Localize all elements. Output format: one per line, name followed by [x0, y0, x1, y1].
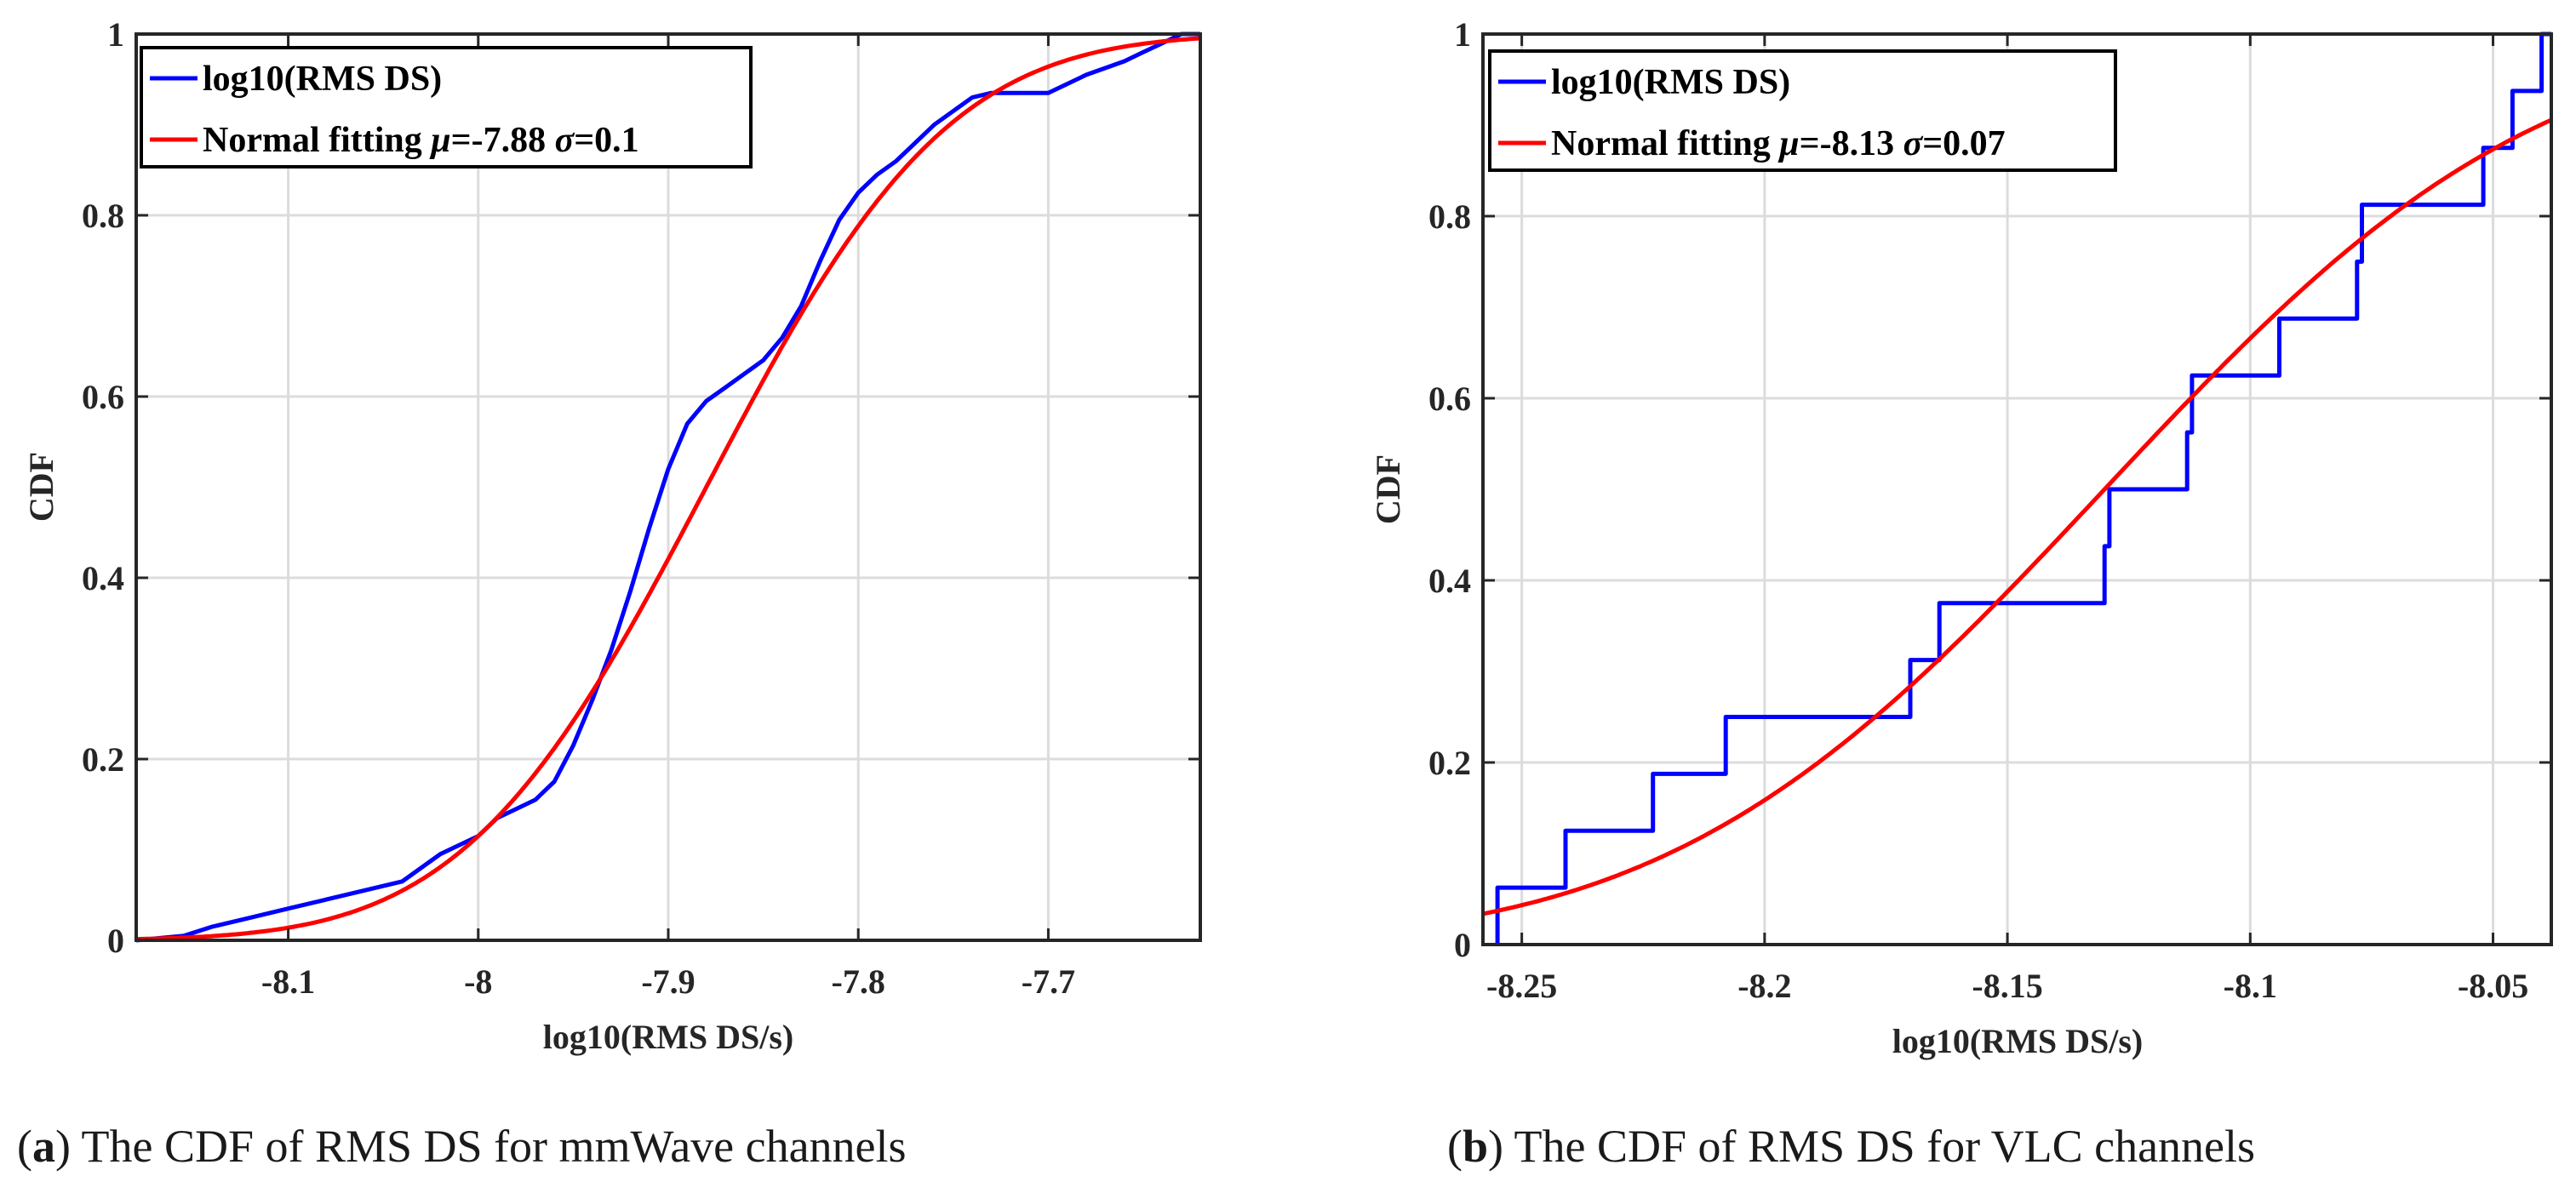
chart-b: -8.25 -8.2 -8.15 -8.1 -8.05 0 0.2 0.4 0.6 0.8 1 lo… [1369, 15, 2553, 1172]
series-line-a-0 [135, 31, 1200, 943]
legend-a: log10(RMS DS) Normal fitting μ=-7.88 σ=0… [140, 46, 753, 168]
legend-box-a [140, 46, 753, 168]
x-tick-label-a: -8 [464, 962, 492, 1001]
caption-b: (b) The CDF of RMS DS for VLC channels [1447, 1121, 2255, 1172]
series-line-b-1 [1482, 117, 2553, 916]
caption-a-label: a [32, 1121, 55, 1172]
legend-box-b [1488, 49, 2117, 172]
legend-label-b-1-mu-value: =-8.13 [1800, 124, 1903, 163]
legend-label-b-0: log10(RMS DS) [1551, 63, 1790, 102]
legend-label-a-1-mu: μ [429, 121, 450, 160]
x-tick-label-b: -8.15 [1972, 967, 2042, 1005]
y-tick-label-a: 0.4 [82, 559, 124, 597]
legend-label-a-0: log10(RMS DS) [203, 60, 442, 99]
x-tick-label-a: -7.7 [1022, 962, 1075, 1001]
y-tick-label-a: 1 [107, 15, 124, 54]
legend-label-a-1-prefix: Normal fitting [203, 121, 431, 160]
y-tick-label-b: 0.4 [1428, 562, 1471, 600]
y-tick-label-b: 0.8 [1428, 197, 1471, 236]
legend-label-b-1: Normal fitting μ=-8.13 σ=0.07 [1551, 124, 2006, 163]
caption-a-text: The CDF of RMS DS for mmWave channels [82, 1121, 907, 1172]
ticks-a: -8.1 -8 -7.9 -7.8 -7.7 0 0.2 0.4 0.6 0.8 1 [82, 15, 1200, 1001]
x-tick-label-b: -8.1 [2224, 967, 2277, 1005]
y-axis-label-a: CDF [22, 452, 60, 522]
y-tick-label-b: 1 [1454, 15, 1471, 54]
chart-a: -8.1 -8 -7.9 -7.8 -7.7 0 0.2 0.4 0.6 0.8 1 log10(R… [17, 15, 1202, 1172]
x-tick-label-a: -7.9 [641, 962, 695, 1001]
x-axis-label-b: log10(RMS DS/s) [1892, 1022, 2143, 1060]
legend-label-b-1-sigma: σ [1903, 124, 1924, 163]
x-tick-label-b: -8.25 [1486, 967, 1557, 1005]
legend-label-b-1-prefix: Normal fitting [1551, 124, 1779, 163]
y-tick-label-b: 0.2 [1428, 744, 1471, 782]
series-line-a-1 [135, 36, 1201, 942]
y-tick-label-a: 0 [107, 922, 124, 960]
plot-area-b [1483, 34, 2551, 945]
legend-label-a-1-sigma: σ [555, 121, 575, 160]
legend-label-a-1-mu-value: =-7.88 [451, 121, 555, 160]
x-tick-label-b: -8.05 [2458, 967, 2528, 1005]
caption-a: (a) The CDF of RMS DS for mmWave channel… [17, 1121, 907, 1172]
x-tick-label-b: -8.2 [1737, 967, 1791, 1005]
axes-frame-b [1481, 32, 2553, 946]
legend-label-b-1-mu: μ [1777, 124, 1799, 163]
series-group-a [135, 31, 1201, 943]
x-tick-label-a: -8.1 [261, 962, 315, 1001]
ticks-b: -8.25 -8.2 -8.15 -8.1 -8.05 0 0.2 0.4 0.6 0.8 1 [1428, 15, 2551, 1005]
legend-label-a-1: Normal fitting μ=-7.88 σ=0.1 [203, 121, 639, 160]
y-tick-label-b: 0.6 [1428, 380, 1471, 418]
y-tick-label-a: 0.6 [82, 378, 124, 416]
y-tick-label-a: 0.8 [82, 197, 124, 235]
caption-b-label: b [1463, 1121, 1488, 1172]
legend-label-b-1-sigma-value: =0.07 [1922, 124, 2005, 163]
x-axis-label-a: log10(RMS DS/s) [543, 1018, 793, 1056]
y-axis-label-b: CDF [1369, 454, 1407, 524]
legend-b: log10(RMS DS) Normal fitting μ=-8.13 σ=0… [1488, 49, 2117, 172]
grid-a [136, 34, 1200, 940]
x-tick-label-a: -7.8 [832, 962, 885, 1001]
y-tick-label-b: 0 [1454, 926, 1471, 964]
y-tick-label-a: 0.2 [82, 740, 124, 779]
caption-b-text: The CDF of RMS DS for VLC channels [1514, 1121, 2256, 1172]
series-line-b-0 [1495, 31, 2551, 945]
legend-label-a-1-sigma-value: =0.1 [574, 121, 638, 160]
series-group-b [1482, 31, 2553, 945]
